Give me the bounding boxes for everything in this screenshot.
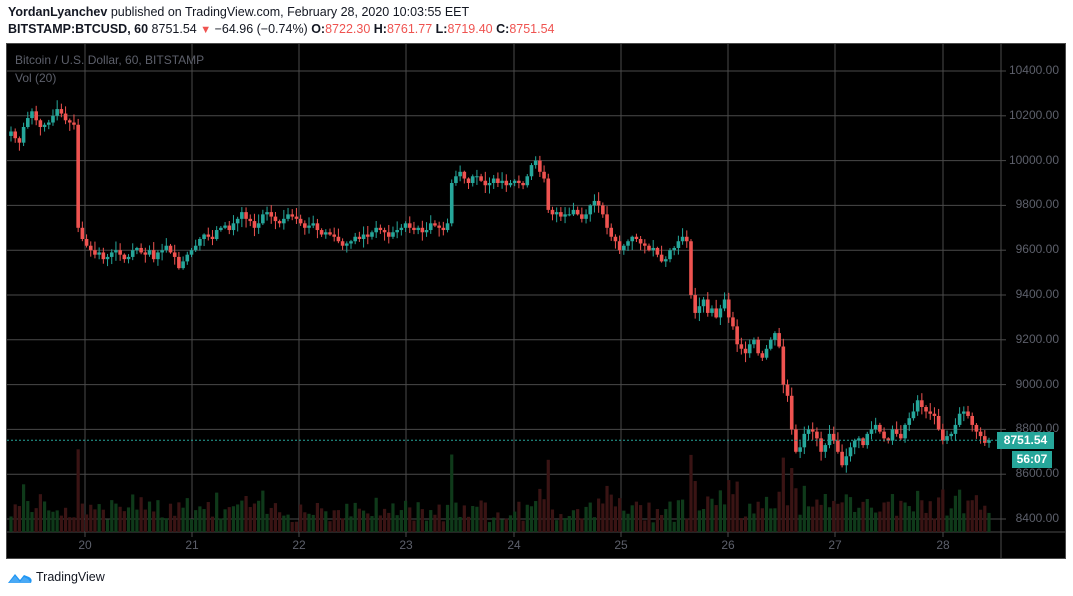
price-tick-label: 10200.00 xyxy=(1008,107,1059,122)
time-tick-label: 25 xyxy=(614,538,628,552)
open-value: 8722.30 xyxy=(325,22,371,36)
high-value: 8761.77 xyxy=(386,22,433,36)
change-text: −64.96 (−0.74%) xyxy=(214,22,308,36)
price-tick-label: 9800.00 xyxy=(1015,197,1059,212)
open-label: O: xyxy=(311,22,326,36)
low-label: L: xyxy=(435,22,448,36)
symbol-label: BITSTAMP:BTCUSD, 60 xyxy=(8,22,149,36)
price-tick-label: 9000.00 xyxy=(1015,376,1059,391)
chart-panel[interactable]: Bitcoin / U.S. Dollar, 60, BITSTAMP Vol … xyxy=(6,43,1066,559)
price-tick-label: 8400.00 xyxy=(1015,511,1059,525)
last-price-tag: 8751.54 xyxy=(997,432,1054,450)
price-tick-label: 9400.00 xyxy=(1015,287,1059,301)
footer-brand[interactable]: TradingView xyxy=(7,569,105,585)
tradingview-logo-icon xyxy=(8,574,32,583)
time-tick-label: 23 xyxy=(399,538,413,552)
price-tick-label: 10000.00 xyxy=(1008,152,1059,167)
brand-name: TradingView xyxy=(36,570,105,584)
last-price-text: 8751.54 xyxy=(151,22,197,36)
price-tick-label: 8600.00 xyxy=(1015,466,1059,481)
series-legend[interactable]: Bitcoin / U.S. Dollar, 60, BITSTAMP xyxy=(15,53,205,67)
time-tick-label: 21 xyxy=(185,538,199,552)
time-tick-label: 24 xyxy=(507,538,521,552)
author-name[interactable]: YordanLyanchev xyxy=(8,5,108,19)
triangle-down-icon: ▼ xyxy=(200,24,212,36)
symbol-info-bar: BITSTAMP:BTCUSD, 60 8751.54 ▼ −64.96 (−0… xyxy=(8,22,555,36)
close-label: C: xyxy=(496,22,510,36)
time-tick-label: 22 xyxy=(292,538,306,552)
price-tick-label: 9200.00 xyxy=(1015,331,1059,346)
time-tick-label: 28 xyxy=(936,538,950,552)
volume-legend[interactable]: Vol (20) xyxy=(15,71,57,85)
time-tick-label: 26 xyxy=(721,538,735,552)
price-tick-label: 10400.00 xyxy=(1008,63,1059,77)
high-label: H: xyxy=(373,22,387,36)
close-value: 8751.54 xyxy=(509,22,555,36)
time-tick-label: 27 xyxy=(828,538,842,552)
time-tick-label: 20 xyxy=(78,538,92,552)
publish-info: YordanLyanchev published on TradingView.… xyxy=(8,5,469,19)
bar-countdown-tag: 56:07 xyxy=(1012,451,1052,469)
low-value: 8719.40 xyxy=(447,22,493,36)
price-tick-label: 8800.00 xyxy=(1015,421,1059,436)
published-text: published on TradingView.com, February 2… xyxy=(110,5,470,19)
price-tick-label: 9600.00 xyxy=(1015,242,1059,257)
candlestick-chart[interactable] xyxy=(7,44,1066,559)
